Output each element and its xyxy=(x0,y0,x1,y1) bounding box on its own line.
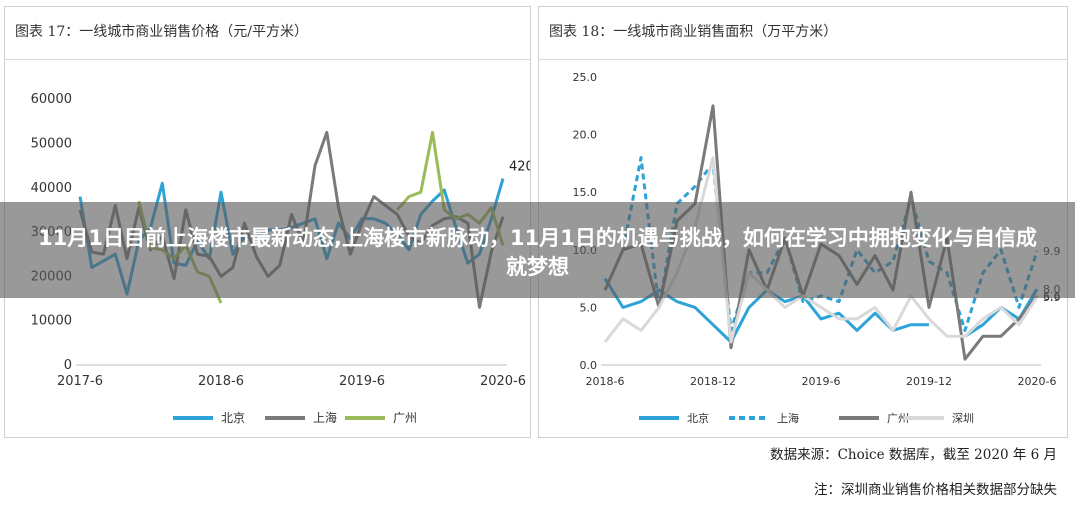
chart-title: 图表 17：一线城市商业销售价格（元/平方米） xyxy=(15,24,308,40)
source-note: 数据来源：Choice 数据库，截至 2020 年 6 月 xyxy=(770,447,1057,463)
legend-label: 上海 xyxy=(313,410,337,425)
series-line-上海 xyxy=(621,156,1039,332)
x-tick-label: 2020-6 xyxy=(1018,375,1057,388)
x-tick-label: 2018-12 xyxy=(690,375,736,388)
y-tick-label: 0.0 xyxy=(580,359,598,372)
legend-label: 广州 xyxy=(393,411,417,425)
x-tick-label: 2019-12 xyxy=(906,375,952,388)
x-tick-label: 2018-6 xyxy=(586,375,625,388)
legend-label: 深圳 xyxy=(952,412,974,425)
y-tick-label: 20.0 xyxy=(573,129,598,142)
legend-label: 上海 xyxy=(777,411,799,425)
title-divider xyxy=(5,59,530,60)
y-tick-label: 50000 xyxy=(31,136,72,151)
y-tick-label: 5.0 xyxy=(580,301,598,314)
x-tick-label: 2019-6 xyxy=(339,374,385,389)
title-divider xyxy=(539,59,1067,60)
legend-label: 北京 xyxy=(687,411,709,425)
headline-banner: 11月1日目前上海楼市最新动态,上海楼市新脉动，11月1日的机遇与挑战，如何在学… xyxy=(0,202,1075,298)
x-tick-label: 2017-6 xyxy=(57,374,103,389)
data-label: 42074 xyxy=(509,160,530,175)
x-tick-label: 2018-6 xyxy=(198,374,244,389)
y-tick-label: 10000 xyxy=(31,314,72,329)
y-tick-label: 0 xyxy=(64,358,72,373)
y-tick-label: 40000 xyxy=(31,181,72,196)
headline-text: 11月1日目前上海楼市最新动态,上海楼市新脉动，11月1日的机遇与挑战，如何在学… xyxy=(38,226,1037,279)
y-tick-label: 15.0 xyxy=(573,186,598,199)
y-tick-label: 60000 xyxy=(31,92,72,107)
y-tick-label: 25.0 xyxy=(573,71,598,84)
x-tick-label: 2020-6 xyxy=(480,374,526,389)
legend-label: 广州 xyxy=(887,412,909,425)
data-note: 注：深圳商业销售价格相关数据部分缺失 xyxy=(814,482,1057,498)
x-tick-label: 2019-6 xyxy=(802,375,841,388)
chart-title: 图表 18：一线城市商业销售面积（万平方米） xyxy=(549,24,838,40)
legend-label: 北京 xyxy=(221,411,245,425)
